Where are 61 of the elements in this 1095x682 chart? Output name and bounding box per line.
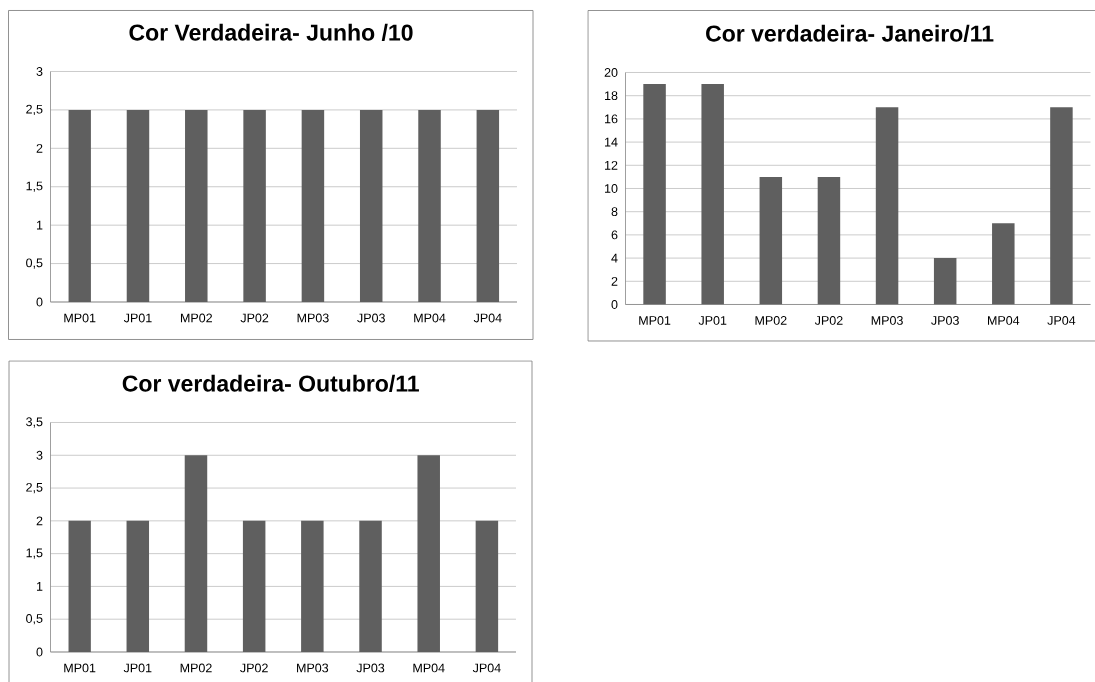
y-tick-label: 0: [36, 297, 43, 307]
y-tick-label: 1: [36, 220, 43, 230]
y-tick-label: 18: [605, 91, 618, 101]
x-tick-label: JP02: [814, 316, 843, 325]
y-tick-label: 0,5: [26, 614, 43, 625]
y-tick-label: 2: [611, 276, 618, 286]
bar: [701, 84, 724, 305]
y-tick-label: 2,5: [26, 482, 43, 494]
bar: [933, 258, 957, 305]
x-tick-label: MP04: [413, 663, 445, 673]
x-tick-label: JP01: [123, 313, 152, 323]
x-tick-label: MP01: [64, 313, 96, 323]
x-tick-label: JP04: [472, 663, 501, 673]
x-tick-label: JP03: [357, 313, 385, 323]
bar: [875, 107, 899, 305]
y-tick-label: 14: [605, 137, 618, 147]
x-tick-label: JP04: [473, 313, 502, 323]
y-tick-label: 3,5: [26, 417, 43, 428]
bar: [759, 176, 783, 305]
x-tick-label: MP03: [297, 663, 329, 673]
y-tick-label: 2: [36, 516, 43, 526]
x-tick-label: MP02: [180, 663, 212, 673]
x-tick-label: JP01: [123, 663, 152, 673]
x-tick-label: MP04: [414, 313, 446, 323]
chart-title: Cor verdadeira- Outubro/11: [122, 374, 419, 392]
x-tick-label: JP03: [356, 663, 385, 673]
chart-title: Cor verdadeira- Janeiro/11: [706, 24, 994, 42]
y-tick-label: 20: [604, 68, 618, 77]
y-tick-label: 4: [611, 253, 618, 263]
bar: [817, 176, 841, 305]
chart-title: Cor Verdadeira- Junho /10: [129, 23, 413, 41]
y-tick-label: 10: [605, 184, 618, 193]
y-tick-label: 16: [605, 114, 618, 124]
x-tick-label: JP02: [240, 663, 268, 673]
y-tick-label: 2,5: [26, 104, 43, 116]
y-tick-label: 1,5: [26, 548, 43, 559]
x-tick-label: MP01: [64, 663, 96, 673]
x-tick-label: JP01: [698, 316, 727, 325]
x-tick-label: MP02: [180, 313, 212, 323]
y-tick-label: 0: [611, 300, 618, 309]
y-tick-label: 0,5: [26, 258, 43, 269]
x-tick-label: JP02: [240, 313, 269, 323]
y-tick-label: 6: [611, 230, 618, 240]
y-tick-label: 8: [611, 207, 618, 217]
x-tick-label: MP04: [988, 316, 1020, 325]
x-tick-label: JP04: [1047, 316, 1076, 325]
x-tick-label: MP02: [755, 316, 787, 325]
y-tick-label: 12: [605, 160, 618, 170]
y-tick-label: 0: [36, 647, 43, 657]
y-tick-label: 1,5: [26, 181, 43, 192]
y-tick-label: 3: [36, 450, 43, 460]
x-tick-label: MP01: [639, 316, 671, 325]
y-tick-label: 1: [36, 582, 43, 591]
y-tick-label: 2: [36, 143, 43, 153]
bar: [1050, 107, 1073, 305]
bar: [992, 223, 1015, 305]
y-tick-label: 3: [36, 67, 43, 76]
x-tick-label: MP03: [871, 316, 903, 325]
x-tick-label: MP03: [297, 313, 329, 323]
bar: [643, 84, 666, 305]
x-tick-label: JP03: [931, 316, 959, 325]
